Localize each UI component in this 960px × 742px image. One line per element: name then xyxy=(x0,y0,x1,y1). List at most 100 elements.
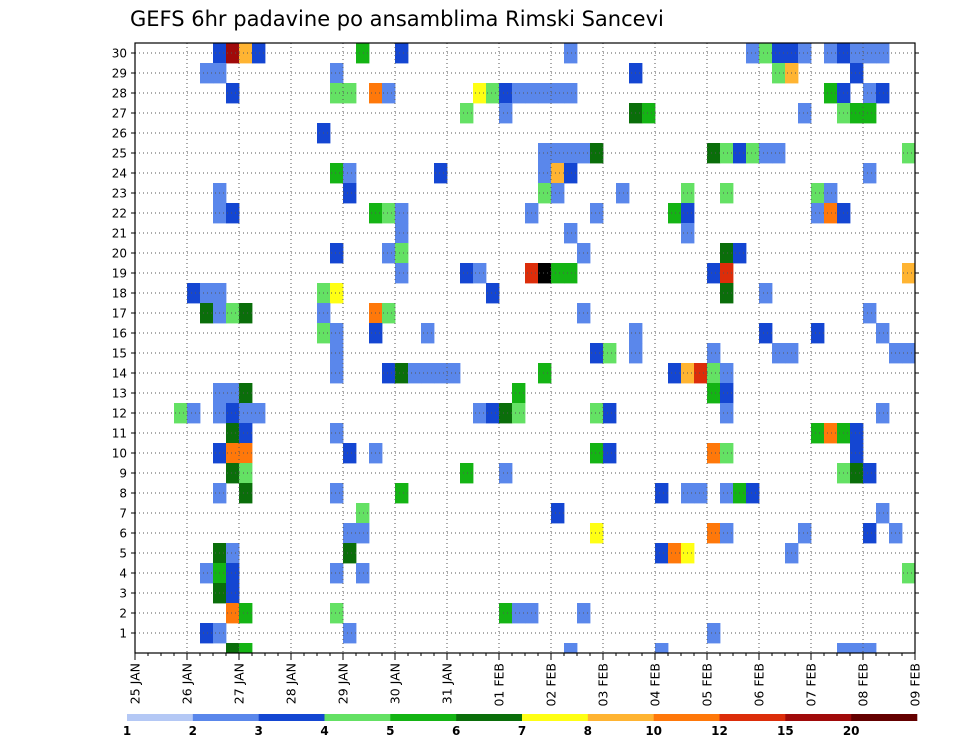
cell-204 xyxy=(655,483,669,504)
cell-67 xyxy=(564,163,578,184)
cell-58 xyxy=(746,143,760,164)
cell-91 xyxy=(564,223,578,244)
cell-225 xyxy=(668,543,682,564)
cell-12 xyxy=(824,43,838,64)
legend-label-8: 8 xyxy=(584,724,592,738)
ytick-label-20: 20 xyxy=(112,247,127,261)
cell-199 xyxy=(863,463,877,484)
legend-swatch-1 xyxy=(192,714,259,721)
cell-191 xyxy=(720,443,734,464)
cell-131 xyxy=(759,323,773,344)
legend-swatch-4 xyxy=(390,714,457,721)
cell-233 xyxy=(902,563,916,584)
cell-232 xyxy=(356,563,370,584)
cell-68 xyxy=(863,163,877,184)
ytick-label-27: 27 xyxy=(112,107,127,121)
cell-195 xyxy=(460,463,474,484)
cell-228 xyxy=(200,563,214,584)
cell-189 xyxy=(603,443,617,464)
cell-52 xyxy=(564,143,578,164)
cell-214 xyxy=(356,523,370,544)
cell-25 xyxy=(330,83,344,104)
legend-swatch-11 xyxy=(851,714,918,721)
cell-133 xyxy=(876,323,890,344)
xtick-label-1: 26 JAN xyxy=(180,663,195,704)
cell-95 xyxy=(395,243,409,264)
cell-77 xyxy=(824,183,838,204)
cell-81 xyxy=(382,203,396,224)
cell-236 xyxy=(226,603,240,624)
cell-90 xyxy=(395,223,409,244)
cell-2 xyxy=(239,43,253,64)
cell-119 xyxy=(226,303,240,324)
cell-72 xyxy=(551,183,565,204)
cell-88 xyxy=(824,203,838,224)
ytick-label-6: 6 xyxy=(119,527,127,541)
cell-144 xyxy=(382,363,396,384)
cell-253 xyxy=(863,643,877,654)
cell-114 xyxy=(486,283,500,304)
cell-116 xyxy=(759,283,773,304)
cell-249 xyxy=(564,643,578,654)
legend-label-20: 20 xyxy=(843,724,860,738)
cell-106 xyxy=(707,263,721,284)
cell-185 xyxy=(239,443,253,464)
cell-201 xyxy=(239,483,253,504)
cell-34 xyxy=(538,83,552,104)
cell-167 xyxy=(252,403,266,424)
cell-99 xyxy=(395,263,409,284)
cell-163 xyxy=(187,403,201,424)
xtick-label-5: 30 JAN xyxy=(388,663,403,704)
legend-swatch-3 xyxy=(324,714,391,721)
cell-134 xyxy=(330,343,344,364)
cell-73 xyxy=(616,183,630,204)
color-legend: 1 2 3 4 5 6 7 8 10 12 15 20 xyxy=(123,714,918,738)
cell-186 xyxy=(343,443,357,464)
cell-211 xyxy=(551,503,565,524)
cell-150 xyxy=(538,363,552,384)
cell-1 xyxy=(226,43,240,64)
cell-54 xyxy=(590,143,604,164)
cell-65 xyxy=(538,163,552,184)
cell-159 xyxy=(512,383,526,404)
cell-169 xyxy=(486,403,500,424)
cell-251 xyxy=(837,643,851,654)
cell-21 xyxy=(772,63,786,84)
cell-31 xyxy=(499,83,513,104)
cell-235 xyxy=(226,583,240,604)
legend-swatch-10 xyxy=(785,714,852,721)
cell-210 xyxy=(356,503,370,524)
ytick-label-28: 28 xyxy=(112,87,127,101)
cell-70 xyxy=(343,183,357,204)
cell-7 xyxy=(746,43,760,64)
chart-title: GEFS 6hr padavine po ansamblima Rimski S… xyxy=(130,7,664,31)
legend-label-4: 4 xyxy=(320,724,328,738)
cell-82 xyxy=(395,203,409,224)
xtick-label-4: 29 JAN xyxy=(336,663,351,704)
xtick-label-14: 08 FEB xyxy=(856,663,871,707)
cell-136 xyxy=(603,343,617,364)
cell-157 xyxy=(226,383,240,404)
cell-176 xyxy=(226,423,240,444)
cell-151 xyxy=(668,363,682,384)
cell-196 xyxy=(499,463,513,484)
ytick-label-7: 7 xyxy=(119,507,127,521)
legend-swatch-9 xyxy=(719,714,786,721)
cell-252 xyxy=(850,643,864,654)
cell-47 xyxy=(850,103,864,124)
cell-230 xyxy=(226,563,240,584)
xtick-label-2: 27 JAN xyxy=(232,663,247,704)
cell-155 xyxy=(720,363,734,384)
cell-206 xyxy=(694,483,708,504)
cell-50 xyxy=(538,143,552,164)
cell-188 xyxy=(590,443,604,464)
y-axis: 1234567891011121314151617181920212223242… xyxy=(112,47,919,641)
cell-93 xyxy=(330,243,344,264)
cell-75 xyxy=(720,183,734,204)
cell-51 xyxy=(551,143,565,164)
cell-11 xyxy=(798,43,812,64)
cell-41 xyxy=(460,103,474,124)
cell-109 xyxy=(187,283,201,304)
cell-217 xyxy=(720,523,734,544)
xtick-label-3: 28 JAN xyxy=(284,663,299,704)
